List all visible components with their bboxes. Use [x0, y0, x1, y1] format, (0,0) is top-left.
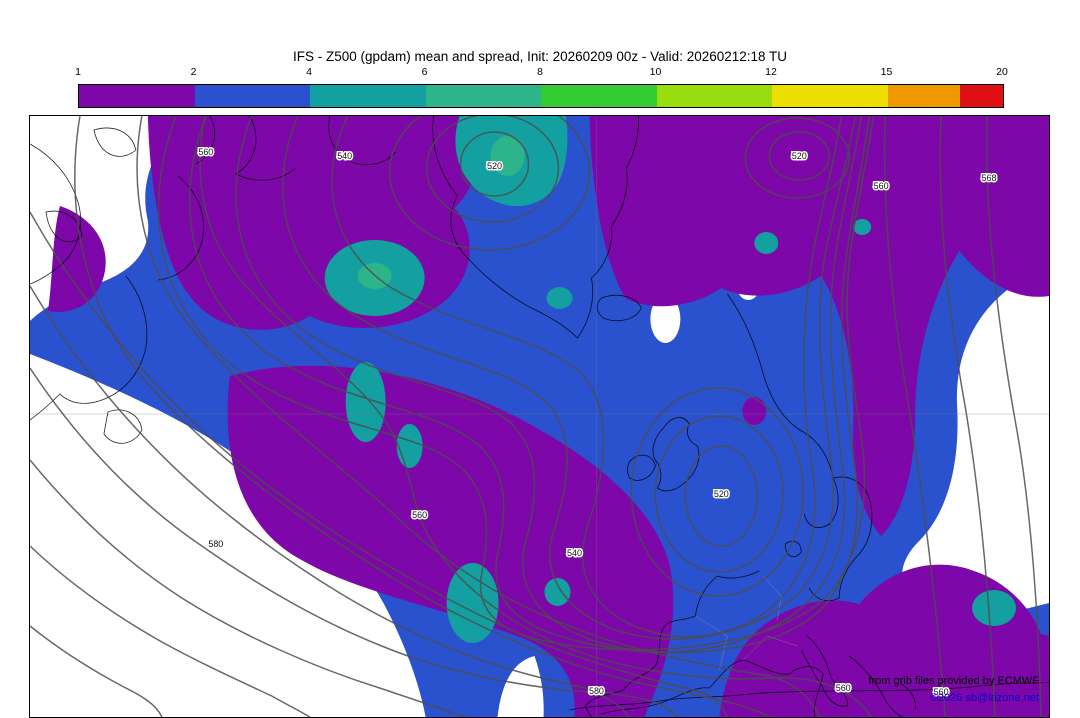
contour-label: 560 [412, 510, 427, 520]
colorbar-segment [887, 85, 961, 107]
colorbar-tick: 15 [880, 66, 893, 78]
colorbar-tick: 2 [190, 66, 197, 78]
colorbar-tick: 4 [306, 66, 312, 78]
graticule [30, 116, 1049, 717]
colorbar-tick: 20 [996, 66, 1008, 78]
contour-label: 520 [714, 489, 729, 499]
colorbar-segment [79, 85, 195, 107]
credits: from grib files provided by ECMWF ©2026 … [868, 673, 1039, 707]
colorbar-segment [194, 85, 310, 107]
colorbar-segment [960, 85, 1003, 107]
contour-label: 560 [836, 683, 851, 693]
colorbar-segment [772, 85, 888, 107]
colorbar-tick: 6 [421, 66, 428, 78]
weather-map-svg: 560 540 520 520 560 568 520 540 560 580 580 560 560 [30, 116, 1049, 717]
contour-label: 580 [589, 686, 604, 696]
credits-copyright: ©2026 sb@irizone.net [929, 691, 1039, 704]
colorbar-segment [425, 85, 541, 107]
weather-map: 560 540 520 520 560 568 520 540 560 580 580 560 560 … [29, 115, 1050, 718]
colorbar-segment [656, 85, 772, 107]
colorbar-tick: 8 [537, 66, 543, 78]
colorbar-tick-labels: 1 2 4 6 8 10 12 15 20 [75, 66, 1008, 79]
contour-label: 568 [982, 173, 997, 183]
contour-label: 520 [487, 161, 502, 171]
z500-contours [30, 116, 1042, 717]
colorbar-tick: 12 [765, 66, 777, 78]
contour-label: 560 [874, 181, 889, 191]
contour-label: 540 [567, 548, 582, 558]
colorbar [78, 84, 1004, 108]
credits-source: from grib files provided by ECMWF [868, 674, 1039, 687]
country-borders [695, 575, 798, 671]
spread-fill-layer [30, 116, 1049, 717]
contour-label: 560 [198, 147, 213, 157]
colorbar-tick: 1 [75, 66, 81, 78]
colorbar-segment [310, 85, 426, 107]
contour-label: 560 [934, 687, 949, 697]
colorbar-segment [541, 85, 657, 107]
page-title: IFS - Z500 (gpdam) mean and spread, Init… [292, 49, 788, 64]
contour-label: 580 [208, 539, 223, 549]
contour-label: 540 [337, 151, 352, 161]
contour-label: 520 [792, 151, 807, 161]
colorbar-tick: 10 [649, 66, 662, 78]
contour-value-labels: 560 540 520 520 560 568 520 540 560 580 580 560 560 [197, 145, 998, 698]
